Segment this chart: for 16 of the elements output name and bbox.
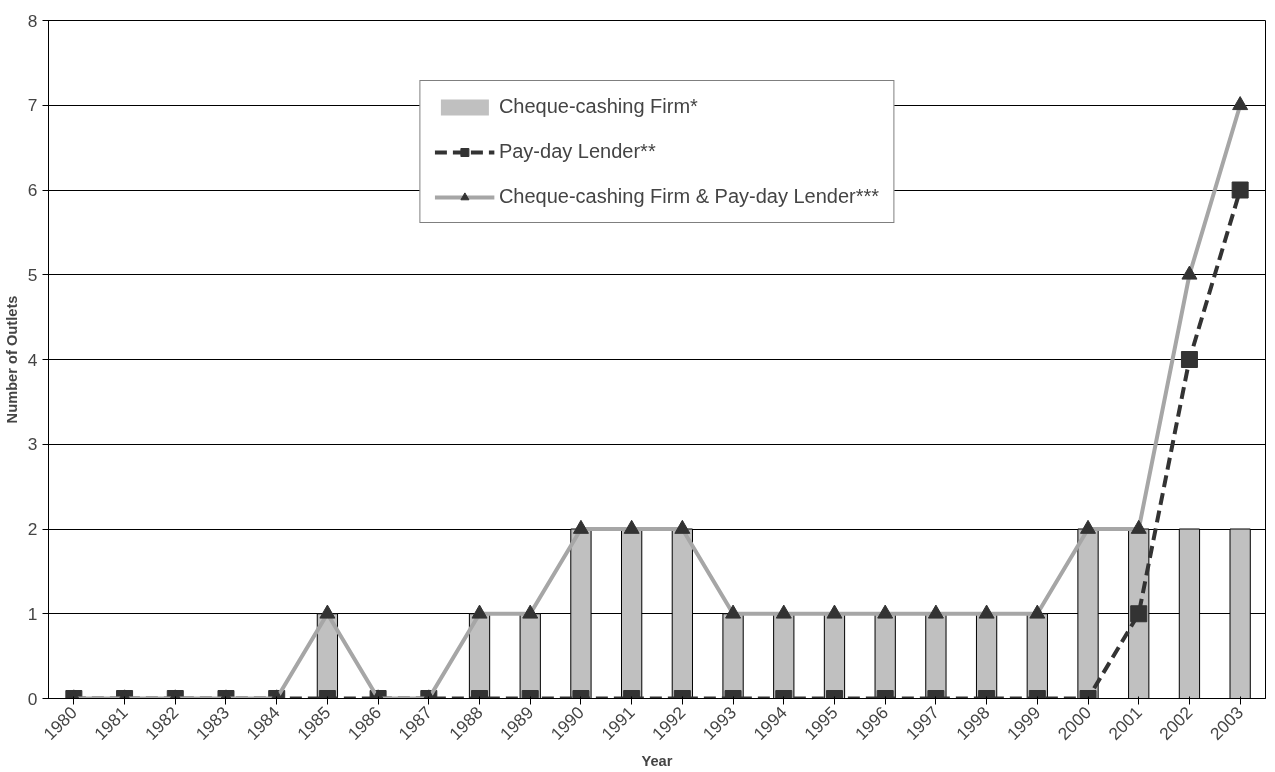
point xyxy=(1180,351,1198,368)
y-tick-label: 2 xyxy=(27,519,38,539)
y-tick-label: 3 xyxy=(27,434,38,455)
legend-label: Pay-day Lender** xyxy=(498,140,656,163)
y-tick-label: 0 xyxy=(27,688,38,709)
legend-label: Cheque-cashing Firm* xyxy=(498,95,698,118)
x-axis-title: Year xyxy=(641,753,673,770)
point xyxy=(1231,181,1249,199)
y-tick-label: 5 xyxy=(27,264,38,285)
y-tick-label: 4 xyxy=(27,349,38,370)
legend-label: Cheque-cashing Firm & Pay-day Lender*** xyxy=(498,185,880,208)
y-tick-label: 6 xyxy=(27,180,38,200)
y-tick-label: 7 xyxy=(27,95,38,116)
y-tick-label: 8 xyxy=(27,10,38,31)
y-axis-title: Number of Outlets xyxy=(3,295,20,424)
y-tick-label: 1 xyxy=(27,603,38,624)
